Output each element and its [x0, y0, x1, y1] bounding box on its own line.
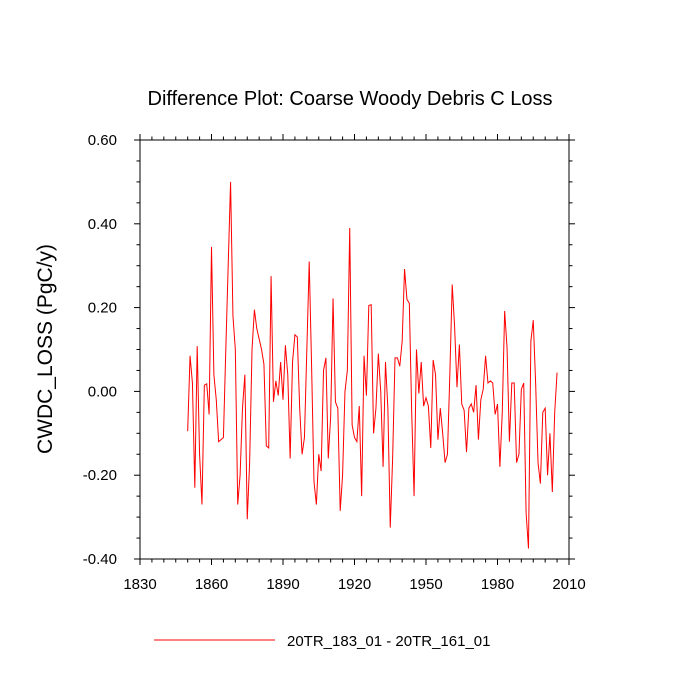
x-tick-label: 1830 [123, 576, 156, 593]
x-tick-label: 1920 [338, 576, 371, 593]
legend: 20TR_183_01 - 20TR_161_01 [154, 633, 490, 650]
legend-label: 20TR_183_01 - 20TR_161_01 [287, 633, 490, 650]
y-axis-title: CWDC_LOSS (PgC/y) [34, 244, 57, 454]
minor-ticks [136, 136, 573, 563]
y-tick-label: 0.40 [88, 216, 117, 233]
tick-labels: 1830 1860 1890 1920 1950 1980 2010 -0.40 -0.20 0.… [83, 132, 586, 593]
major-ticks [134, 134, 575, 565]
y-tick-label: -0.40 [83, 551, 117, 568]
x-tick-label: 1950 [409, 576, 442, 593]
chart-title: Difference Plot: Coarse Woody Debris C L… [147, 88, 553, 110]
x-tick-label: 1890 [266, 576, 299, 593]
y-tick-label: 0.20 [88, 300, 117, 317]
x-tick-label: 1980 [481, 576, 514, 593]
y-tick-label: -0.20 [83, 467, 117, 484]
x-tick-label: 1860 [195, 576, 228, 593]
x-tick-label: 2010 [552, 576, 585, 593]
y-tick-label: 0.60 [88, 132, 117, 149]
series-line [187, 181, 558, 549]
y-tick-label: 0.00 [88, 383, 117, 400]
series-layer [187, 181, 558, 549]
plot-frame [139, 139, 570, 560]
